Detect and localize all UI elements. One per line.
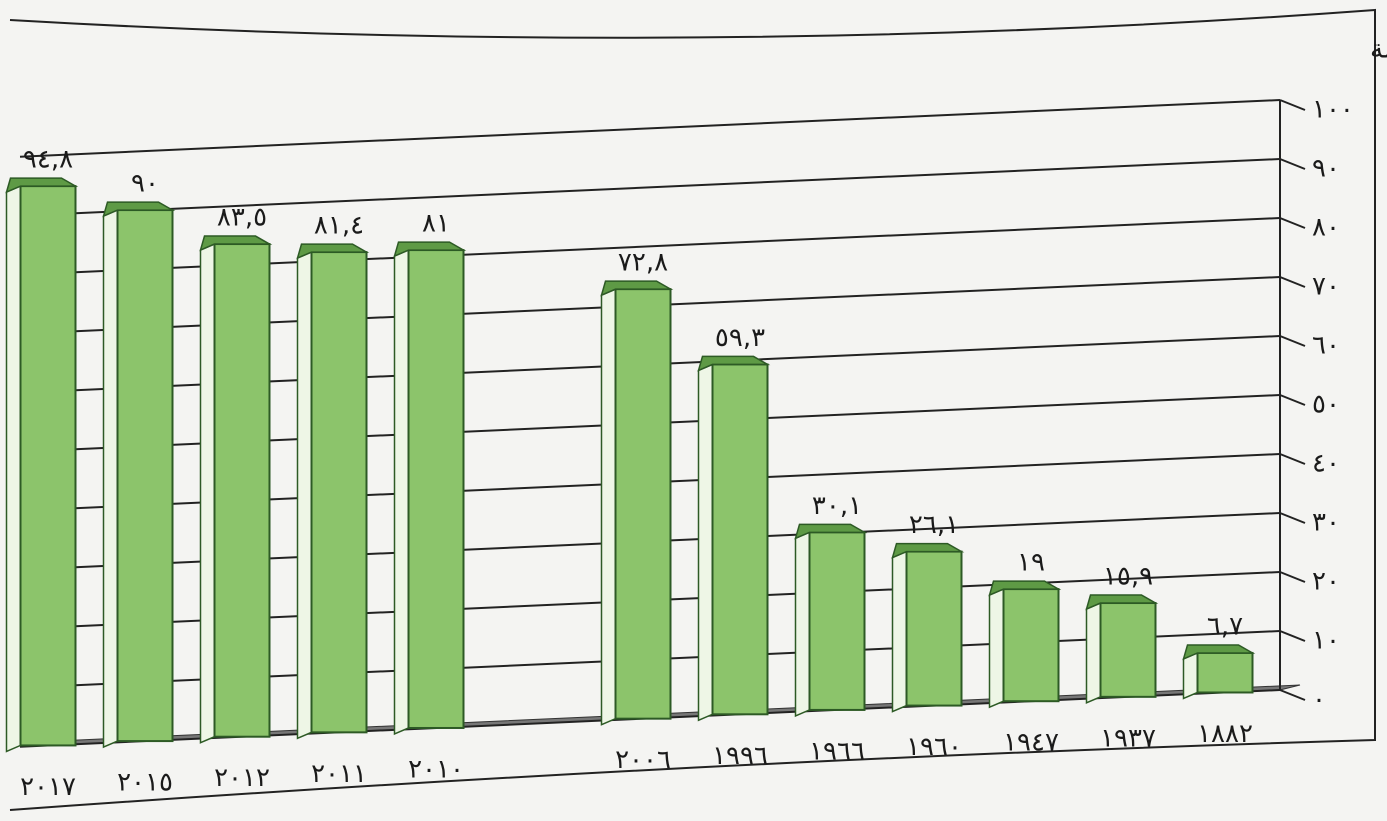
bar-top (5, 177, 79, 194)
data-label: ٨٣,٥ (217, 203, 267, 233)
bar-side (988, 587, 1005, 709)
x-tick-label: ٢٠١٥ (117, 768, 173, 798)
bar (407, 249, 465, 729)
bar (1099, 602, 1157, 698)
bar (711, 363, 769, 716)
x-tick-label: ٢٠٠٦ (615, 745, 671, 775)
bar-side (393, 248, 410, 736)
bar (19, 185, 77, 747)
data-label: ١٩ (1017, 548, 1045, 578)
bar (905, 550, 963, 707)
bar-top (199, 235, 273, 252)
bar-side (794, 531, 811, 718)
data-label: ٩٠ (131, 169, 159, 199)
x-tick-label: ٢٠١٧ (20, 772, 76, 802)
y-tick-label: ٨٠ (1312, 213, 1340, 243)
bar-top (102, 201, 176, 218)
bar (1196, 651, 1254, 694)
data-label: ٩٤,٨ (23, 145, 73, 175)
data-label: ٨١ (422, 209, 450, 239)
bar-top (393, 241, 467, 258)
data-label: ٦,٧ (1207, 611, 1243, 641)
y-tick (1279, 394, 1306, 406)
bar-side (891, 550, 908, 713)
y-tick-label: ٣٠ (1312, 508, 1340, 538)
bar-top (988, 580, 1062, 597)
y-tick-label: ٥٠ (1312, 390, 1340, 420)
y-tick-label: ٠ (1312, 685, 1326, 715)
bar-side (199, 242, 216, 744)
y-tick (1279, 512, 1306, 524)
bar-side (296, 250, 313, 740)
bar (213, 243, 271, 738)
y-tick (1279, 689, 1306, 701)
bar-side (5, 184, 22, 753)
frame (9, 8, 1376, 811)
data-label: ٣٠,١ (812, 491, 862, 521)
y-tick (1279, 158, 1306, 170)
grid-line (19, 99, 1281, 158)
x-tick-label: ١٩٩٦ (712, 741, 768, 771)
y-tick-label: ١٠ (1312, 626, 1340, 656)
bar-side (600, 288, 617, 726)
y-tick-label: ٢٠ (1312, 567, 1340, 597)
grid-line (19, 158, 1281, 217)
bar (1002, 588, 1060, 703)
bar-top (794, 523, 868, 540)
x-tick-label: ١٨٨٢ (1197, 719, 1253, 749)
x-tick-label: ١٩٦٠ (906, 732, 962, 762)
x-tick-label: ١٩٣٧ (1100, 723, 1156, 753)
data-label: ٢٦,١ (909, 510, 959, 540)
bar (310, 251, 368, 734)
y-tick (1279, 571, 1306, 583)
data-label: ٧٢,٨ (618, 248, 668, 278)
y-tick (1279, 335, 1306, 347)
x-tick-label: ١٩٤٧ (1003, 728, 1059, 758)
data-label: ٨١,٤ (314, 211, 364, 241)
y-tick-label: ٤٠ (1312, 449, 1340, 479)
bar-side (1182, 651, 1199, 700)
y-tick (1279, 453, 1306, 465)
y-tick (1279, 217, 1306, 229)
y-tick (1279, 630, 1306, 642)
bar (808, 531, 866, 711)
x-tick-label: ٢٠١١ (311, 759, 367, 789)
bar-top (697, 355, 771, 372)
y-tick-label: ١٠٠ (1312, 95, 1354, 125)
x-tick-label: ٢٠١٢ (214, 763, 270, 793)
bar (614, 288, 672, 720)
bar-side (697, 363, 714, 722)
y-axis-label: مليون نسمة (1370, 35, 1387, 65)
data-label: ١٥,٩ (1103, 562, 1153, 592)
bar-top (1085, 594, 1159, 611)
bar (116, 209, 174, 743)
x-tick-label: ١٩٦٦ (809, 736, 865, 766)
x-tick-label: ٢٠١٠ (408, 754, 464, 784)
bar-top (1182, 644, 1256, 661)
bar-side (102, 208, 119, 749)
data-label: ٥٩,٣ (715, 323, 765, 353)
bar-top (296, 243, 370, 260)
y-tick-label: ٩٠ (1312, 154, 1340, 184)
y-tick (1279, 276, 1306, 288)
y-tick (1279, 99, 1306, 111)
bar-top (891, 542, 965, 559)
bar-top (600, 280, 674, 297)
bar-side (1085, 601, 1102, 704)
y-tick-label: ٦٠ (1312, 331, 1340, 361)
y-tick-label: ٧٠ (1312, 272, 1340, 302)
